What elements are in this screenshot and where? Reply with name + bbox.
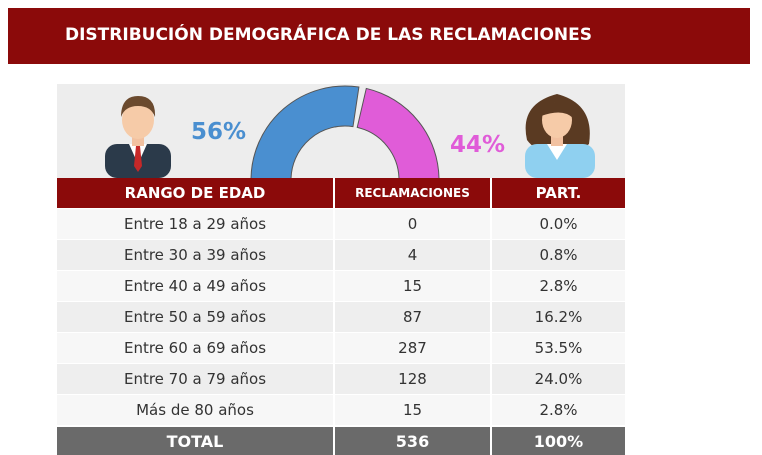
table-cell: 15 xyxy=(335,395,490,425)
table-cell: 15 xyxy=(335,271,490,301)
gauge-label: 56% xyxy=(191,119,246,145)
table-cell: 0 xyxy=(335,209,490,239)
table-cell: 24.0% xyxy=(492,364,625,394)
male-icon xyxy=(105,96,171,178)
header-title: DISTRIBUCIÓN DEMOGRÁFICA DE LAS RECLAMAC… xyxy=(8,8,750,64)
gauge-panel: 56% 44% xyxy=(57,84,625,178)
column-header: RECLAMACIONES xyxy=(335,178,490,208)
table-cell: Más de 80 años xyxy=(57,395,333,425)
female-icon xyxy=(525,94,595,178)
table-cell: 87 xyxy=(335,302,490,332)
table-cell: Entre 40 a 49 años xyxy=(57,271,333,301)
table-cell: Entre 60 a 69 años xyxy=(57,333,333,363)
table-cell: Entre 30 a 39 años xyxy=(57,240,333,270)
gauge-label: 44% xyxy=(450,132,505,158)
table-cell: Entre 70 a 79 años xyxy=(57,364,333,394)
column-header: RANGO DE EDAD xyxy=(57,178,333,208)
gauge: 56% 44% xyxy=(57,84,625,178)
table-cell: 53.5% xyxy=(492,333,625,363)
total-cell: TOTAL xyxy=(57,427,333,455)
table-cell: 2.8% xyxy=(492,271,625,301)
table-cell: 128 xyxy=(335,364,490,394)
gauge-segment xyxy=(357,88,439,178)
table-cell: 16.2% xyxy=(492,302,625,332)
table-cell: 2.8% xyxy=(492,395,625,425)
table-cell: Entre 18 a 29 años xyxy=(57,209,333,239)
table-cell: Entre 50 a 59 años xyxy=(57,302,333,332)
total-cell: 536 xyxy=(335,427,490,455)
column-header: PART. xyxy=(492,178,625,208)
total-cell: 100% xyxy=(492,427,625,455)
table-cell: 4 xyxy=(335,240,490,270)
gauge-segment xyxy=(251,86,359,178)
table-cell: 0.0% xyxy=(492,209,625,239)
table-cell: 0.8% xyxy=(492,240,625,270)
page: DISTRIBUCIÓN DEMOGRÁFICA DE LAS RECLAMAC… xyxy=(0,0,762,455)
table-cell: 287 xyxy=(335,333,490,363)
